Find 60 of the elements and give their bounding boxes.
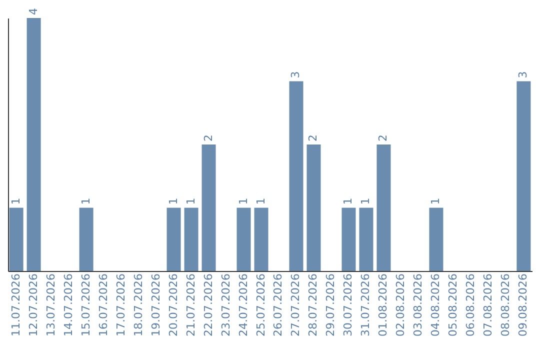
x-tick-label: 16.07.2026	[96, 274, 110, 336]
x-tick-label: 15.07.2026	[79, 274, 92, 336]
data-label: 1	[79, 198, 92, 205]
bar	[236, 208, 251, 271]
x-tick-label: 18.07.2026	[132, 274, 145, 336]
x-tick-label: 09.08.2026	[516, 274, 530, 336]
bar	[376, 144, 391, 271]
x-tick-label: 17.07.2026	[114, 274, 128, 336]
x-tick-label: 25.07.2026	[254, 274, 268, 336]
bar	[342, 208, 356, 271]
x-tick-label: 28.07.2026	[306, 274, 320, 336]
x-tick-label: 31.07.2026	[359, 274, 372, 336]
data-label: 1	[429, 198, 442, 205]
bar	[254, 208, 268, 271]
x-tick-label: 12.07.2026	[26, 274, 40, 336]
x-tick-label: 24.07.2026	[236, 274, 250, 336]
x-tick-label: 29.07.2026	[324, 274, 338, 336]
x-tick-label: 03.08.2026	[412, 274, 425, 336]
x-tick-label: 23.07.2026	[219, 274, 232, 336]
data-label: 1	[359, 198, 372, 205]
x-tick-label: 02.08.2026	[394, 274, 408, 336]
x-tick-label: 08.08.2026	[499, 274, 512, 336]
x-tick-label: 05.08.2026	[446, 274, 460, 336]
data-label: 1	[254, 198, 268, 205]
x-tick-label: 30.07.2026	[342, 274, 355, 336]
bar	[26, 18, 41, 271]
data-label: 2	[306, 134, 320, 142]
bar	[359, 208, 374, 271]
x-tick-label: 19.07.2026	[149, 274, 162, 336]
x-tick-label: 26.07.2026	[272, 274, 285, 336]
bar	[166, 208, 181, 271]
data-label: 1	[184, 198, 198, 205]
data-label: 3	[516, 71, 530, 78]
bar	[184, 208, 198, 271]
bar	[306, 144, 321, 271]
data-label: 3	[289, 71, 302, 78]
bar	[202, 144, 216, 271]
data-label: 1	[236, 198, 250, 205]
data-label: 1	[9, 198, 22, 205]
x-tick-label: 13.07.2026	[44, 274, 58, 336]
x-tick-label: 04.08.2026	[429, 274, 442, 336]
x-tick-label: 22.07.2026	[202, 274, 215, 336]
x-tick-label: 21.07.2026	[184, 274, 198, 336]
data-label: 4	[26, 8, 40, 15]
x-tick-label: 20.07.2026	[166, 274, 180, 336]
bar	[289, 81, 304, 271]
x-tick-label: 07.08.2026	[482, 274, 495, 336]
x-tick-label: 06.08.2026	[464, 274, 478, 336]
data-label: 1	[342, 198, 355, 205]
data-label: 1	[166, 198, 180, 205]
bar	[516, 81, 531, 271]
x-tick-label: 11.07.2026	[9, 274, 22, 336]
x-tick-label: 27.07.2026	[289, 274, 302, 336]
bar	[9, 208, 24, 271]
x-tick-label: 14.07.2026	[62, 274, 75, 336]
bar	[429, 208, 444, 271]
x-tick-label: 01.08.2026	[376, 274, 390, 336]
bar	[79, 208, 94, 271]
data-label: 2	[376, 134, 390, 142]
data-label: 2	[202, 134, 215, 142]
